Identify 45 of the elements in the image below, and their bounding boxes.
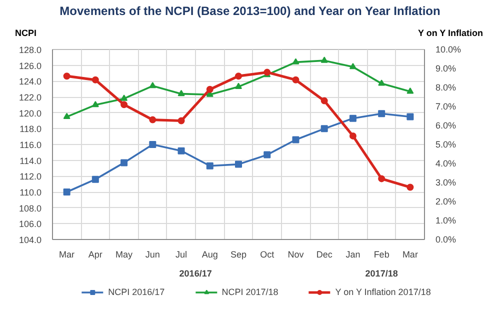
y2-tick-label: 1.0%: [436, 216, 456, 226]
y-tick-label: 126.0: [18, 60, 42, 71]
y-tick-label: 106.0: [18, 219, 42, 230]
y-tick-label: 116.0: [20, 140, 42, 150]
y-axis-title: NCPI: [15, 27, 37, 40]
y2-axis-title: Y on Y Inflation: [418, 27, 483, 40]
y2-tick-label: 2.0%: [436, 196, 456, 206]
y-tick-label: 120.0: [18, 108, 42, 118]
y-tick-label: 112.0: [20, 172, 42, 182]
x-tick-label: Jan: [346, 250, 360, 260]
y2-tick-label: 4.0%: [436, 158, 456, 168]
x-tick-label: Jul: [176, 250, 188, 260]
y-tick-label: 128.0: [18, 45, 42, 55]
x-tick-label: Apr: [88, 250, 102, 260]
y-tick-label: 108.0: [18, 203, 42, 214]
y-tick-label: 118.0: [20, 124, 42, 134]
y2-tick-label: 0.0%: [436, 234, 456, 244]
x-tick-label: Feb: [374, 250, 390, 260]
legend-label: NCPI 2016/17: [108, 287, 165, 297]
y2-tick-label: 3.0%: [436, 178, 456, 188]
y-tick-label: 124.0: [18, 76, 42, 87]
text: 2016/17: [179, 268, 212, 278]
x-tick-label: Jun: [145, 250, 160, 260]
y-tick-label: 122.0: [18, 92, 42, 102]
text: 2017/18: [365, 268, 398, 278]
legend-label: NCPI 2017/18: [222, 287, 278, 297]
y2-tick-label: 8.0%: [436, 82, 456, 92]
chart-title: Movements of the NCPI (Base 2013=100) and Year on Year Inflation: [60, 3, 440, 20]
x-tick-label: Oct: [260, 250, 275, 260]
y2-tick-label: 6.0%: [436, 120, 456, 130]
y2-tick-label: 9.0%: [436, 64, 456, 74]
y-tick-label: 114.0: [20, 156, 42, 166]
legend-label: Y on Y Inflation 2017/18: [335, 287, 431, 297]
x-tick-label: Aug: [202, 250, 218, 260]
y2-tick-label: 5.0%: [436, 140, 456, 150]
x-tick-label: Sep: [230, 250, 247, 260]
y2-tick-label: 10.0%: [436, 44, 462, 54]
x-tick-label: Nov: [288, 250, 304, 260]
x-tick-label: Dec: [316, 250, 333, 260]
y-tick-label: 104.0: [18, 235, 42, 245]
x-tick-label: Mar: [59, 250, 75, 260]
y-tick-label: 110.0: [20, 188, 42, 198]
x-tick-label: May: [116, 250, 134, 260]
y2-tick-label: 7.0%: [436, 102, 456, 112]
x-tick-label: Mar: [402, 250, 418, 260]
